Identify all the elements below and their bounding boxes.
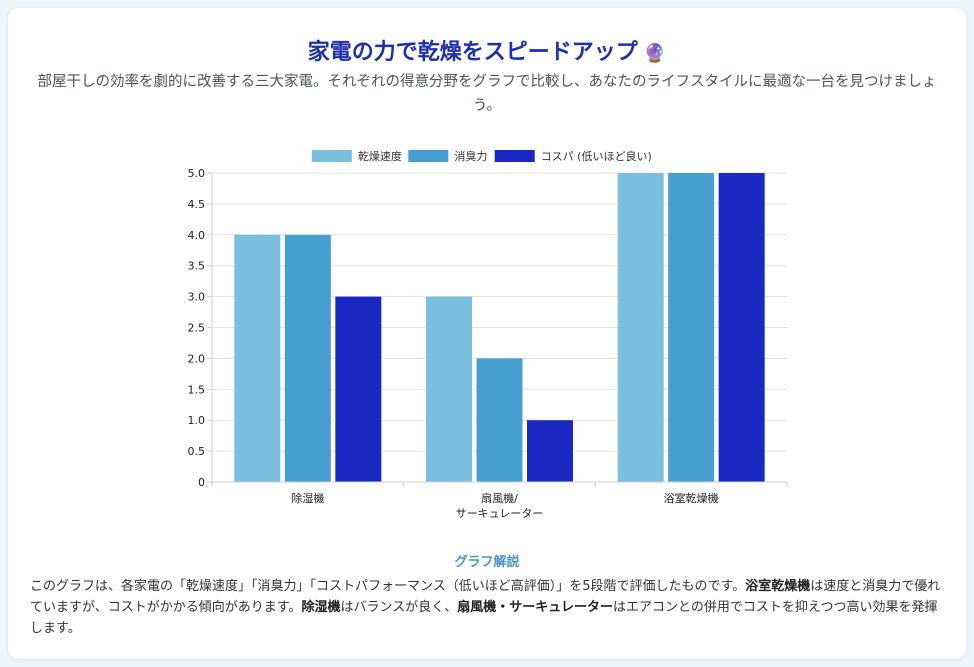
explanation-emphasis: 浴室乾燥機 bbox=[745, 579, 811, 594]
explanation-run: はバランスが良く、 bbox=[340, 600, 458, 615]
bar bbox=[668, 173, 715, 482]
bar bbox=[426, 296, 472, 482]
bar bbox=[476, 358, 523, 482]
y-tick-label: 3.5 bbox=[188, 260, 206, 273]
y-tick-label: 2.0 bbox=[188, 352, 206, 365]
crystal-ball-icon: 🔮 bbox=[643, 43, 667, 64]
bar bbox=[527, 420, 573, 482]
bar bbox=[284, 234, 331, 482]
x-category-label: 除湿機 bbox=[291, 491, 324, 505]
content-card bbox=[8, 8, 966, 659]
legend-swatch bbox=[408, 150, 449, 162]
explanation-heading: グラフ解説 bbox=[454, 555, 520, 570]
y-tick-label: 4.0 bbox=[188, 229, 206, 242]
legend-label: 消臭力 bbox=[454, 149, 487, 163]
y-tick-label: 1.5 bbox=[188, 383, 206, 396]
x-category-label: 浴室乾燥機 bbox=[664, 491, 719, 505]
bar-chart: 0 0.5 1.0 1.5 2.0 2.5 3.0 3.5 4.0 4.5 5.0 除湿機 扇風機/サー… bbox=[188, 149, 788, 520]
x-category-label: サーキュレーター bbox=[456, 507, 544, 520]
explanation-run: このグラフは、各家電の「乾燥速度」「消臭力」「コストパフォーマンス（低いほど高評… bbox=[30, 579, 746, 594]
chart-axes: 0 0.5 1.0 1.5 2.0 2.5 3.0 3.5 4.0 4.5 5.0 除湿機 扇風機/サー… bbox=[188, 167, 788, 520]
explanation-emphasis: 扇風機・サーキュレーター bbox=[457, 600, 613, 615]
explanation-run: はエアコンとの併用でコストを抑えつつ高い効果を発揮します。 bbox=[30, 600, 938, 636]
x-category-label: 扇風機/ bbox=[481, 491, 518, 505]
legend-label: コスパ (低いほど良い) bbox=[541, 149, 652, 163]
chart-legend[interactable]: 乾燥速度 消臭力 コスパ (低いほど良い) bbox=[311, 149, 652, 163]
y-tick-label: 4.5 bbox=[188, 198, 206, 211]
legend-swatch bbox=[494, 150, 535, 162]
legend-label: 乾燥速度 bbox=[358, 149, 402, 163]
y-tick-label: 5.0 bbox=[188, 167, 206, 180]
page-title: 家電の力で乾燥をスピードアップ 🔮 bbox=[0, 34, 974, 66]
bar bbox=[234, 234, 281, 482]
y-tick-label: 0.5 bbox=[188, 445, 206, 458]
explanation-run: は速度と消臭力で優れていますが、コストがかかる傾向があります。 bbox=[30, 579, 941, 615]
y-tick-label: 3.0 bbox=[188, 291, 206, 304]
bar bbox=[335, 296, 382, 482]
page-title-text: 家電の力で乾燥をスピードアップ bbox=[307, 40, 638, 65]
y-tick-label: 0 bbox=[198, 476, 205, 489]
y-tick-label: 1.0 bbox=[188, 414, 206, 427]
bar bbox=[718, 173, 765, 482]
explanation-text: このグラフは、各家電の「乾燥速度」「消臭力」「コストパフォーマンス（低いほど高評… bbox=[30, 576, 944, 639]
page-subtitle: 部屋干しの効率を劇的に改善する三大家電。それぞれの得意分野をグラフで比較し、あな… bbox=[37, 74, 937, 114]
y-tick-label: 2.5 bbox=[188, 322, 206, 335]
legend-swatch bbox=[311, 150, 352, 162]
chart-bars bbox=[234, 173, 765, 482]
bar bbox=[617, 173, 664, 482]
explanation-emphasis: 除湿機 bbox=[301, 600, 341, 615]
